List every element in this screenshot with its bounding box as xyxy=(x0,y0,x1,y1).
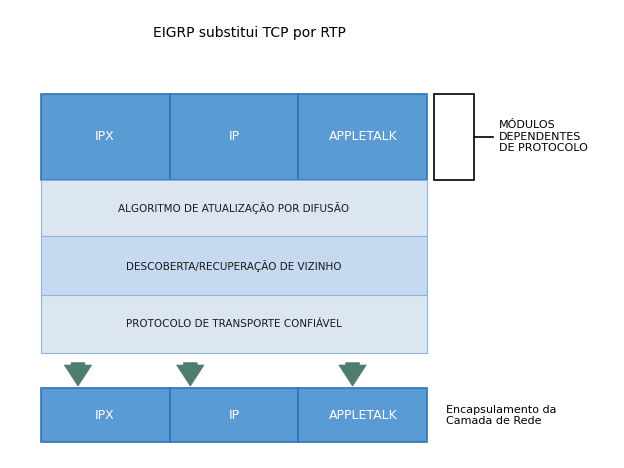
Polygon shape xyxy=(177,363,204,386)
Bar xyxy=(41,236,427,295)
Text: IP: IP xyxy=(228,409,240,422)
Text: IPX: IPX xyxy=(95,131,115,143)
Polygon shape xyxy=(339,363,366,386)
Bar xyxy=(41,94,170,180)
Bar xyxy=(41,295,427,353)
Text: Encapsulamento da
Camada de Rede: Encapsulamento da Camada de Rede xyxy=(446,404,557,426)
Bar xyxy=(170,94,298,180)
Text: EIGRP substitui TCP por RTP: EIGRP substitui TCP por RTP xyxy=(153,26,346,40)
Bar xyxy=(170,388,298,442)
Bar xyxy=(41,180,427,236)
Text: MÓDULOS
DEPENDENTES
DE PROTOCOLO: MÓDULOS DEPENDENTES DE PROTOCOLO xyxy=(499,120,588,154)
Text: PROTOCOLO DE TRANSPORTE CONFIÁVEL: PROTOCOLO DE TRANSPORTE CONFIÁVEL xyxy=(126,319,342,329)
Text: ALGORITMO DE ATUALIZAÇÃO POR DIFUSÃO: ALGORITMO DE ATUALIZAÇÃO POR DIFUSÃO xyxy=(119,202,349,214)
Text: IPX: IPX xyxy=(95,409,115,422)
Bar xyxy=(298,94,427,180)
Bar xyxy=(434,94,474,180)
Bar xyxy=(41,388,170,442)
Polygon shape xyxy=(64,363,92,386)
Text: APPLETALK: APPLETALK xyxy=(329,131,397,143)
Text: IP: IP xyxy=(228,131,240,143)
Bar xyxy=(298,388,427,442)
Text: DESCOBERTA/RECUPERAÇÃO DE VIZINHO: DESCOBERTA/RECUPERAÇÃO DE VIZINHO xyxy=(126,260,342,271)
Text: APPLETALK: APPLETALK xyxy=(329,409,397,422)
